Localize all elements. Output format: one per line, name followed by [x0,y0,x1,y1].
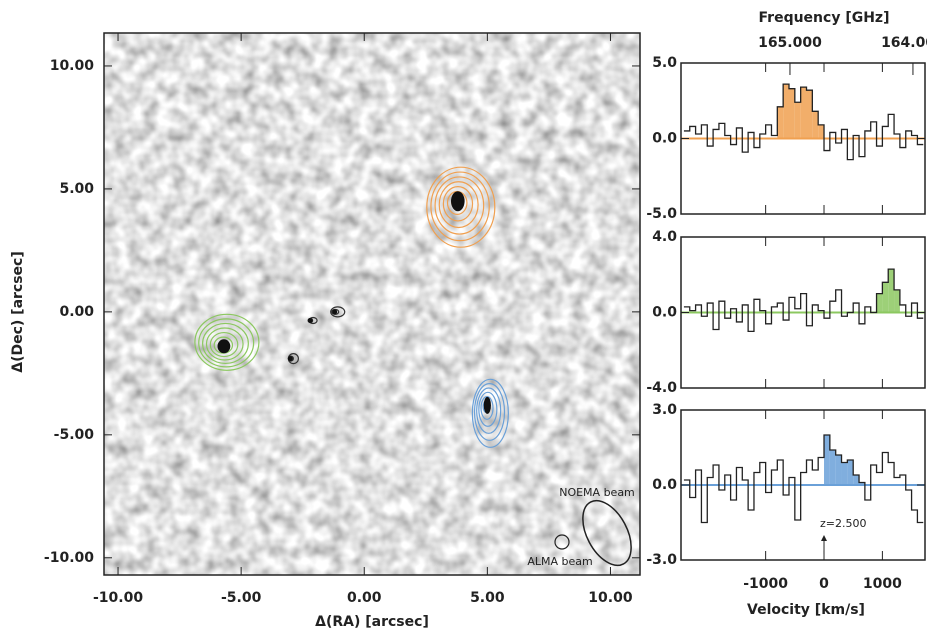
line-fill [876,293,883,313]
x-tick-label: 1000 [863,576,902,592]
contour [478,391,498,427]
x2-tick-label: 165.000 [758,35,822,51]
x-tick-label: -10.00 [93,590,143,606]
contour [198,318,255,368]
line-fill [794,102,801,139]
x-axis-label: Δ(RA) [arcsec] [315,614,429,630]
line-fill [847,460,854,485]
line-fill [783,84,789,139]
map-layer [194,166,509,448]
source-core [217,339,231,354]
x-tick-label: -1000 [743,576,788,592]
alma-beam [554,534,570,550]
noise-map [104,33,640,575]
y-tick-label: 0.0 [652,305,677,321]
line-fill [788,88,795,139]
annotation: NOEMA beam [559,486,635,499]
x-tick-label: 0 [819,576,829,592]
line-fill [841,462,848,485]
source-core [287,356,293,362]
x-axis-label: Velocity [km/s] [747,602,865,618]
line-fill [806,90,813,139]
source-core [451,191,465,212]
noema-beam [582,499,632,567]
source-core [332,309,338,315]
spectrum [683,268,924,333]
x-tick-label: 0.00 [347,590,382,606]
contour [476,387,502,434]
y-tick-label: 4.0 [652,229,677,245]
y-tick-label: 3.0 [652,402,677,418]
contour [471,378,509,448]
contour [205,327,244,361]
contour [473,383,506,441]
line-fill [835,455,842,485]
spectrum [683,434,924,524]
line-fill [859,482,865,485]
contour [209,331,239,358]
y-tick-label: -4.0 [646,380,677,396]
contour [430,171,490,242]
y-tick-label: 0.0 [652,131,677,147]
line-fill [777,106,784,139]
y-tick-label: 5.0 [652,55,677,71]
contour [480,396,494,420]
contour [438,181,479,229]
y-axis-label: Δ(Dec) [arcsec] [10,251,26,373]
x-tick-label: 10.00 [588,590,633,606]
map-frame [103,32,641,576]
arrow-head [821,535,828,541]
line-fill [818,124,825,139]
source-core [307,317,313,323]
contour [330,306,346,318]
x-tick-label: 5.00 [470,590,505,606]
contour [202,322,249,365]
annotation: ALMA beam [527,555,592,568]
x2-tick-label: 164.000 [881,35,927,51]
x2-axis-label: Frequency [GHz] [759,10,890,26]
y-tick-label: -10.00 [44,550,94,566]
line-fill [829,450,836,485]
y-tick-label: 0.0 [652,477,677,493]
line-fill [853,475,860,485]
line-fill [824,435,830,485]
contour [331,308,340,315]
annotation: z=2.500 [820,517,866,530]
line-fill [812,111,819,139]
y-tick-label: 10.00 [50,58,95,74]
line-fill [882,282,889,313]
y-tick-label: -5.0 [646,206,677,222]
x-tick-label: -5.00 [221,590,262,606]
source-core [483,396,491,414]
y-tick-label: 5.00 [59,181,94,197]
contour [426,166,496,248]
y-tick-label: 0.00 [59,304,94,320]
line-fill [888,269,895,313]
y-tick-label: -3.0 [646,552,677,568]
contour [442,186,474,222]
y-tick-label: -5.00 [54,427,95,443]
contour [434,176,485,235]
contour [194,313,260,371]
line-fill [894,289,900,313]
spectrum [683,83,924,161]
line-fill [800,87,807,139]
